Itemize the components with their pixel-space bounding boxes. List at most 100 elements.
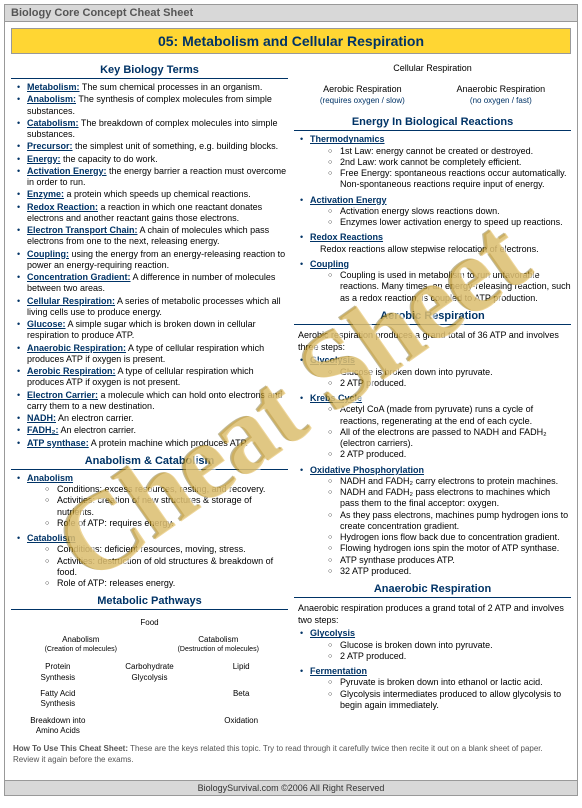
sub-item: Glucose is broken down into pyruvate. <box>328 640 571 651</box>
sub-item: Role of ATP: releases energy. <box>45 578 288 589</box>
term-item: FADH₂: An electron carrier. <box>17 425 288 436</box>
flow-r2s-0: Synthesis <box>15 699 101 709</box>
thermo-block: Thermodynamics 1st Law: energy cannot be… <box>294 134 571 190</box>
term-item: Anaerobic Respiration: A type of cellula… <box>17 343 288 366</box>
tree-right-note: (no oxygen / fast) <box>457 95 546 106</box>
tree-left-note: (requires oxygen / slow) <box>320 95 405 106</box>
term-item: Catabolism: The breakdown of complex mol… <box>17 118 288 141</box>
krebs-label: Krebs Cycle <box>310 393 362 403</box>
krebs-block: Krebs Cycle Acetyl CoA (made from pyruva… <box>294 393 571 461</box>
term-item: Activation Energy: the energy barrier a … <box>17 166 288 189</box>
flow-r2-0: Fatty Acid <box>15 689 101 699</box>
flow-anab-sub: (Creation of molecules) <box>15 645 147 654</box>
columns: Key Biology Terms Metabolism: The sum ch… <box>5 58 577 740</box>
tree-right: Anaerobic Respiration <box>457 83 546 96</box>
sub-item: NADH and FADH₂ pass electrons to machine… <box>328 487 571 510</box>
gly2-label: Glycolysis <box>310 628 355 638</box>
sub-item: Activation energy slows reactions down. <box>328 206 571 217</box>
sub-item: Flowing hydrogen ions spin the motor of … <box>328 543 571 554</box>
flow-r1s-2 <box>198 673 284 683</box>
gly-block: Glycolysis Glucose is broken down into p… <box>294 355 571 389</box>
flow-r3-2: Oxidation <box>198 716 284 726</box>
thermo-sub: 1st Law: energy cannot be created or des… <box>310 146 571 191</box>
section-anab-catab-title: Anabolism & Catabolism <box>11 453 288 470</box>
catabolism-sub: Conditions: deficient resources, moving,… <box>27 544 288 589</box>
activation-label: Activation Energy <box>310 195 387 205</box>
flow-r2-1 <box>107 689 193 699</box>
flow-anab: Anabolism (Creation of molecules) <box>15 635 147 654</box>
sub-item: 2 ATP produced. <box>328 378 571 389</box>
ox-block: Oxidative Phosphorylation NADH and FADH₂… <box>294 465 571 578</box>
sub-item: Glycolysis intermediates produced to all… <box>328 689 571 712</box>
thermo-label: Thermodynamics <box>310 134 385 144</box>
gly2-sub: Glucose is broken down into pyruvate.2 A… <box>310 640 571 663</box>
sub-item: Conditions: deficient resources, moving,… <box>45 544 288 555</box>
flow-r1-2: Lipid <box>198 662 284 672</box>
term-item: Energy: the capacity to do work. <box>17 154 288 165</box>
flow-catab-sub: (Destruction of molecules) <box>153 645 285 654</box>
sub-item: Role of ATP: requires energy. <box>45 518 288 529</box>
redox-label: Redox Reactions <box>310 232 383 242</box>
term-item: Electron Transport Chain: A chain of mol… <box>17 225 288 248</box>
section-metabolic-title: Metabolic Pathways <box>11 593 288 610</box>
redox-text: Redox reactions allow stepwise relocatio… <box>310 244 571 255</box>
activation-sub: Activation energy slows reactions down.E… <box>310 206 571 229</box>
sub-item: Glucose is broken down into pyruvate. <box>328 367 571 378</box>
term-item: Enzyme: a protein which speeds up chemic… <box>17 189 288 200</box>
gly-sub: Glucose is broken down into pyruvate.2 A… <box>310 367 571 390</box>
redox-block: Redox Reactions Redox reactions allow st… <box>294 232 571 255</box>
krebs-sub: Acetyl CoA (made from pyruvate) runs a c… <box>310 404 571 460</box>
flow-anab-title: Anabolism <box>15 635 147 645</box>
coupling-sub: Coupling is used in metabolism to run un… <box>310 270 571 304</box>
sub-item: Hydrogen ions flow back due to concentra… <box>328 532 571 543</box>
sub-item: Enzymes lower activation energy to speed… <box>328 217 571 228</box>
ox-label: Oxidative Phosphorylation <box>310 465 424 475</box>
term-item: Concentration Gradient: A difference in … <box>17 272 288 295</box>
sub-item: All of the electrons are passed to NADH … <box>328 427 571 450</box>
flow-r3-0: Breakdown into <box>15 716 101 726</box>
sub-item: Activities: destruction of old structure… <box>45 556 288 579</box>
flow-r1-0: Protein <box>15 662 101 672</box>
flow-catab: Catabolism (Destruction of molecules) <box>153 635 285 654</box>
sub-item: 32 ATP produced. <box>328 566 571 577</box>
terms-list: Metabolism: The sum chemical processes i… <box>11 82 288 449</box>
footer-bar: BiologySurvival.com ©2006 All Right Rese… <box>5 780 577 795</box>
tree-left: Aerobic Respiration <box>320 83 405 96</box>
catabolism-label: Catabolism <box>27 533 76 543</box>
flow-r1s-0: Synthesis <box>15 673 101 683</box>
catabolism-block: Catabolism Conditions: deficient resourc… <box>11 533 288 589</box>
tree-top: Cellular Respiration <box>294 62 571 75</box>
header-bar: Biology Core Concept Cheat Sheet <box>5 5 577 22</box>
term-item: NADH: An electron carrier. <box>17 413 288 424</box>
anaerobic-intro: Anaerobic respiration produces a grand t… <box>294 601 571 628</box>
page: Biology Core Concept Cheat Sheet 05: Met… <box>4 4 578 796</box>
ferm-block: Fermentation Pyruvate is broken down int… <box>294 666 571 711</box>
flow-r1s-1: Glycolysis <box>107 673 193 683</box>
sub-item: Coupling is used in metabolism to run un… <box>328 270 571 304</box>
sub-item: NADH and FADH₂ carry electrons to protei… <box>328 476 571 487</box>
term-item: Cellular Respiration: A series of metabo… <box>17 296 288 319</box>
section-anaerobic-title: Anaerobic Respiration <box>294 581 571 598</box>
term-item: Coupling: using the energy from an energ… <box>17 249 288 272</box>
sub-item: Acetyl CoA (made from pyruvate) runs a c… <box>328 404 571 427</box>
respiration-tree: Cellular Respiration Aerobic Respiration… <box>294 58 571 110</box>
sub-item: Free Energy: spontaneous reactions occur… <box>328 168 571 191</box>
right-column: Cellular Respiration Aerobic Respiration… <box>294 58 571 740</box>
sub-item: 1st Law: energy cannot be created or des… <box>328 146 571 157</box>
sub-item: 2nd Law: work cannot be completely effic… <box>328 157 571 168</box>
ox-sub: NADH and FADH₂ carry electrons to protei… <box>310 476 571 577</box>
anabolism-sub: Conditions: excess resources, resting, a… <box>27 484 288 529</box>
sub-item: As they pass electrons, machines pump hy… <box>328 510 571 533</box>
title-bar: 05: Metabolism and Cellular Respiration <box>11 28 571 54</box>
ferm-sub: Pyruvate is broken down into ethanol or … <box>310 677 571 711</box>
anabolism-block: Anabolism Conditions: excess resources, … <box>11 473 288 529</box>
footer-tip: How To Use This Cheat Sheet: These are t… <box>5 740 577 769</box>
sub-item: 2 ATP produced. <box>328 651 571 662</box>
activation-block: Activation Energy Activation energy slow… <box>294 195 571 229</box>
section-energy-title: Energy In Biological Reactions <box>294 114 571 131</box>
left-column: Key Biology Terms Metabolism: The sum ch… <box>11 58 288 740</box>
sub-item: Pyruvate is broken down into ethanol or … <box>328 677 571 688</box>
sub-item: 2 ATP produced. <box>328 449 571 460</box>
gly2-block: Glycolysis Glucose is broken down into p… <box>294 628 571 662</box>
sub-item: ATP synthase produces ATP. <box>328 555 571 566</box>
